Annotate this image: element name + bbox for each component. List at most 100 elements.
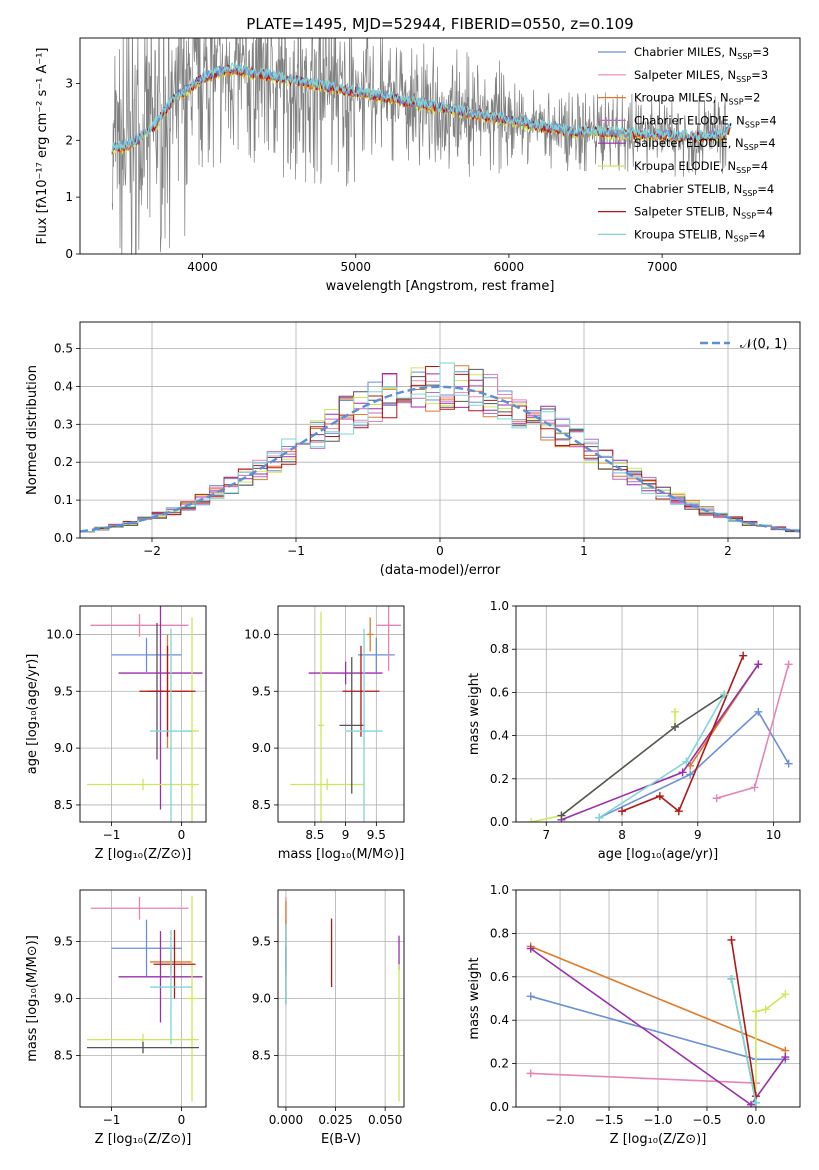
weight_vs_age-ytick-label: 0.0 bbox=[490, 815, 509, 829]
mass-weight-point bbox=[784, 759, 793, 768]
weight_vs_Z-frame bbox=[515, 889, 801, 1108]
mass_vs_Z-ytick-label: 9.0 bbox=[54, 992, 73, 1006]
age_vs_mass-ytick-label: 8.5 bbox=[252, 798, 271, 812]
mass-weight-point bbox=[751, 1098, 760, 1107]
legend-entry: Salpeter MILES, NSSP=3 bbox=[634, 68, 768, 84]
mass_vs_ebv-plot-area bbox=[285, 896, 400, 1102]
weight_vs_age-ytick-label: 1.0 bbox=[490, 599, 509, 613]
residuals-xlabel: (data-model)/error bbox=[380, 563, 501, 578]
mass-weight-point bbox=[686, 770, 695, 779]
mass_vs_Z-plot-area bbox=[87, 895, 203, 1102]
mass_vs_Z-ytick-label: 8.5 bbox=[54, 1049, 73, 1063]
spectrum-panel: 4000 5000 6000 7000 0 1 2 3 wavelength [Angstrom… bbox=[35, 37, 801, 294]
residuals-xtick-label: −1 bbox=[287, 544, 305, 558]
residuals-xtick-label: 0 bbox=[436, 544, 444, 558]
mass-weight-point bbox=[727, 935, 736, 944]
mass-weight-point bbox=[678, 768, 687, 777]
age_vs_mass-xtick-label: 9 bbox=[342, 828, 350, 842]
age_vs_Z-plot-area bbox=[87, 606, 203, 822]
mass_vs_ebv-ytick-label: 9.5 bbox=[252, 934, 271, 948]
mass-weight-point bbox=[595, 813, 604, 822]
mass_vs_ebv-xtick-label: 0.025 bbox=[318, 1113, 352, 1127]
weight_vs_age-ylabel: mass weight bbox=[467, 673, 482, 755]
residuals-ytick-label: 0.3 bbox=[54, 417, 73, 431]
residuals-ylabel: Normed distribution bbox=[25, 365, 40, 495]
age_vs_Z-xlabel: Z [log₁₀(Z/Z⊙)] bbox=[95, 847, 192, 862]
mass-weight-point bbox=[781, 1053, 790, 1062]
age_vs_mass-xtick-label: 8.5 bbox=[305, 828, 324, 842]
age_vs_mass-ytick-label: 9.5 bbox=[252, 684, 271, 698]
weight_vs_age-ytick-label: 0.8 bbox=[490, 642, 509, 656]
mass_vs_ebv-ytick-label: 8.5 bbox=[252, 1049, 271, 1063]
mass-weight-point bbox=[526, 992, 535, 1001]
mass-weight-line bbox=[730, 939, 757, 1097]
weight_vs_age-xtick-label: 8 bbox=[618, 828, 626, 842]
spectrum-xtick-label: 7000 bbox=[647, 260, 678, 274]
age_vs_mass-panel: 8.5 9 9.5 8.5 9.0 9.5 10.0 mass [log₁₀(M/M⊙)] bbox=[244, 605, 405, 862]
weight_vs_Z-xtick-label: −1.0 bbox=[643, 1113, 672, 1127]
weight_vs_age-frame bbox=[515, 605, 801, 823]
mass-weight-point bbox=[754, 660, 763, 669]
weight_vs_age-ytick-label: 0.2 bbox=[490, 772, 509, 786]
mass-weight-point bbox=[784, 660, 793, 669]
mass-weight-line bbox=[621, 655, 744, 813]
age_vs_Z-frame bbox=[79, 605, 207, 823]
residuals-xtick-label: 2 bbox=[724, 544, 732, 558]
age_vs_Z-ytick-label: 10.0 bbox=[46, 627, 73, 641]
spectrum-plot-area bbox=[111, 38, 732, 254]
legend-entry: Kroupa ELODIE, NSSP=4 bbox=[634, 159, 768, 175]
weight_vs_Z-plot-area bbox=[526, 935, 790, 1107]
mass-weight-point bbox=[751, 1007, 760, 1016]
mass-weight-point bbox=[761, 1005, 770, 1014]
legend-entry: Chabrier STELIB, NSSP=4 bbox=[634, 182, 774, 198]
mass_vs_Z-xlabel: Z [log₁₀(Z/Z⊙)] bbox=[95, 1132, 192, 1147]
mass-weight-line bbox=[755, 993, 786, 1107]
mass-weight-point bbox=[527, 818, 536, 822]
mass-weight-point bbox=[526, 1069, 535, 1078]
normal-legend-label: 𝒩(0, 1) bbox=[740, 337, 787, 352]
mass-weight-point bbox=[720, 690, 729, 699]
residuals-frame bbox=[79, 321, 801, 539]
weight_vs_age-xtick-label: 9 bbox=[694, 828, 702, 842]
weight_vs_age-plot-area bbox=[527, 651, 793, 822]
spectrum-xtick-label: 5000 bbox=[340, 260, 371, 274]
residuals-ytick-label: 0.1 bbox=[54, 493, 73, 507]
spectrum-xtick-label: 4000 bbox=[187, 260, 218, 274]
mass-weight-point bbox=[747, 1100, 756, 1107]
weight_vs_age-panel: 7 8 9 10 0.0 0.2 0.4 0.6 0.8 1.0 age [log₁₀(age/yr… bbox=[467, 599, 801, 862]
legend-entry: Salpeter STELIB, NSSP=4 bbox=[634, 205, 773, 221]
mass_vs_Z-xtick-label: −1 bbox=[103, 1113, 121, 1127]
mass-weight-point bbox=[671, 722, 680, 731]
weight_vs_Z-ytick-label: 0.6 bbox=[490, 970, 509, 984]
weight_vs_Z-xtick-label: −1.5 bbox=[594, 1113, 623, 1127]
weight_vs_Z-xtick-label: −2.0 bbox=[545, 1113, 574, 1127]
spectrum-xlabel: wavelength [Angstrom, rest frame] bbox=[326, 279, 555, 294]
mass-weight-point bbox=[671, 707, 680, 716]
age_vs_mass-xtick-label: 9.5 bbox=[367, 828, 386, 842]
mass-weight-point bbox=[712, 794, 721, 803]
legend-entry: Chabrier ELODIE, NSSP=4 bbox=[634, 113, 777, 129]
weight_vs_Z-xtick-label: −0.5 bbox=[692, 1113, 721, 1127]
mass-weight-line bbox=[730, 978, 757, 1103]
weight_vs_age-ytick-label: 0.6 bbox=[490, 685, 509, 699]
spectrum-ytick-label: 2 bbox=[65, 133, 73, 147]
mass_vs_Z-frame bbox=[79, 889, 207, 1108]
mass_vs_Z-panel: −1 0 8.5 9.0 9.5 Z [log₁₀(Z/Z⊙)] mass [log₁₀(M… bbox=[25, 889, 207, 1147]
age_vs_mass-ytick-label: 10.0 bbox=[244, 627, 271, 641]
weight_vs_age-xlabel: age [log₁₀(age/yr)] bbox=[598, 847, 719, 862]
weight_vs_age-xtick-label: 10 bbox=[766, 828, 781, 842]
weight_vs_Z-ylabel: mass weight bbox=[467, 957, 482, 1039]
mass-weight-point bbox=[655, 792, 664, 801]
mass-weight-point bbox=[754, 707, 763, 716]
residuals-xtick-label: 1 bbox=[580, 544, 588, 558]
age_vs_Z-panel: −1 0 8.5 9.0 9.5 10.0 Z [log₁₀(Z/Z⊙)] age [log₁… bbox=[25, 605, 207, 862]
legend-entry: Chabrier MILES, NSSP=3 bbox=[634, 45, 769, 61]
mass-weight-line bbox=[598, 710, 790, 819]
legend-entry: Kroupa MILES, NSSP=2 bbox=[634, 91, 760, 107]
age_vs_mass-frame bbox=[277, 605, 405, 823]
weight_vs_Z-ytick-label: 1.0 bbox=[490, 883, 509, 897]
mass_vs_Z-ytick-label: 9.5 bbox=[54, 934, 73, 948]
weight_vs_Z-ytick-label: 0.4 bbox=[490, 1013, 509, 1027]
weight_vs_Z-ytick-label: 0.0 bbox=[490, 1100, 509, 1114]
